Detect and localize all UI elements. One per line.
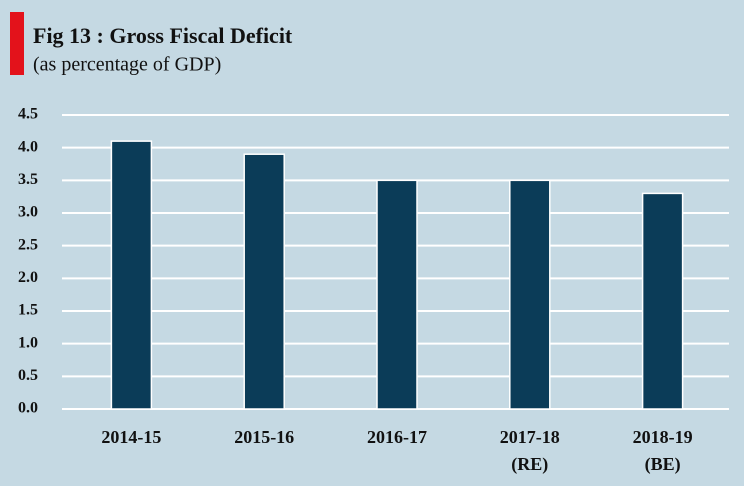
bar (243, 153, 285, 410)
x-tick-label: 2017-18 (500, 427, 560, 447)
y-tick-label: 3.5 (18, 171, 38, 188)
x-tick-label: (RE) (511, 454, 548, 475)
y-tick-label: 1.0 (18, 334, 38, 351)
bar (376, 179, 418, 410)
x-tick-label: 2014-15 (101, 427, 161, 447)
y-tick-label: 0.5 (18, 367, 38, 384)
y-tick-label: 2.5 (18, 236, 38, 253)
bar (641, 192, 684, 410)
bar (509, 179, 551, 410)
y-tick-label: 3.0 (18, 204, 38, 221)
y-tick-label: 4.0 (18, 138, 38, 155)
bar (110, 140, 153, 410)
accent-bar (10, 12, 24, 75)
x-tick-label: 2016-17 (367, 427, 427, 447)
y-tick-label: 0.0 (18, 400, 38, 417)
x-tick-label: 2018-19 (633, 427, 693, 447)
x-tick-label: 2015-16 (234, 427, 294, 447)
chart-subtitle: (as percentage of GDP) (33, 54, 221, 76)
y-tick-label: 1.5 (18, 302, 38, 319)
chart-title: Fig 13 : Gross Fiscal Deficit (33, 23, 293, 48)
y-tick-label: 4.5 (18, 106, 38, 123)
y-tick-label: 2.0 (18, 269, 38, 286)
x-tick-label: (BE) (645, 454, 681, 475)
